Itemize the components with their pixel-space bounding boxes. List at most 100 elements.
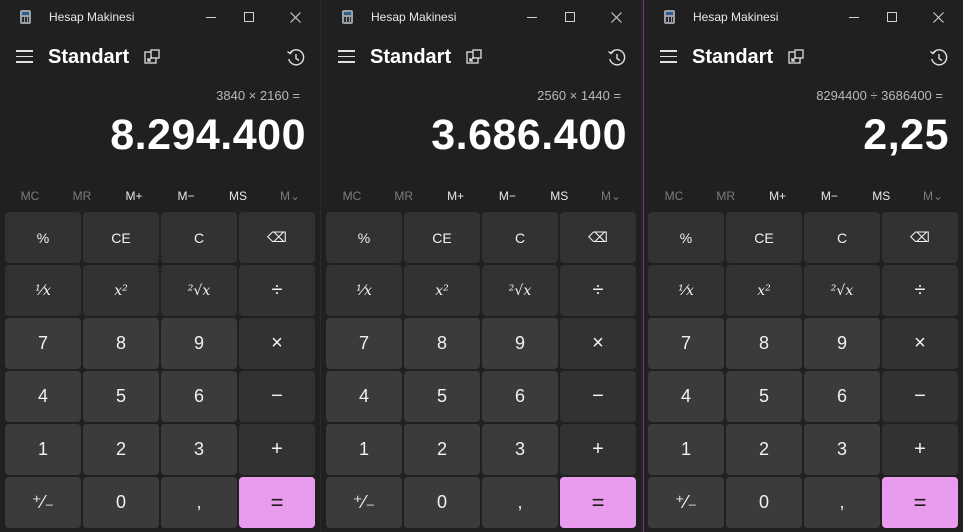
- digit-3-button[interactable]: 3: [161, 424, 237, 475]
- minimize-button[interactable]: [839, 4, 869, 30]
- backspace-button[interactable]: ⌫: [239, 212, 315, 263]
- hamburger-icon[interactable]: [338, 50, 355, 64]
- digit-4-button[interactable]: 4: [5, 371, 81, 422]
- hamburger-icon[interactable]: [660, 50, 677, 64]
- divide-button[interactable]: ÷: [239, 265, 315, 316]
- subtract-button[interactable]: −: [239, 371, 315, 422]
- digit-2-button[interactable]: 2: [83, 424, 159, 475]
- maximize-button[interactable]: [555, 4, 585, 30]
- digit-6-button[interactable]: 6: [482, 371, 558, 422]
- digit-8-button[interactable]: 8: [83, 318, 159, 369]
- digit-6-button[interactable]: 6: [161, 371, 237, 422]
- minimize-button[interactable]: [196, 4, 226, 30]
- reciprocal-button[interactable]: ¹⁄x: [648, 265, 724, 316]
- square-root-button[interactable]: ²√x: [482, 265, 558, 316]
- digit-6-button[interactable]: 6: [804, 371, 880, 422]
- digit-9-button[interactable]: 9: [482, 318, 558, 369]
- subtract-button[interactable]: −: [882, 371, 958, 422]
- add-button[interactable]: +: [560, 424, 636, 475]
- digit-5-button[interactable]: 5: [726, 371, 802, 422]
- backspace-button[interactable]: ⌫: [560, 212, 636, 263]
- equals-button[interactable]: =: [882, 477, 958, 528]
- digit-7-button[interactable]: 7: [5, 318, 81, 369]
- percent-button[interactable]: %: [326, 212, 402, 263]
- memory-button[interactable]: M+: [447, 189, 465, 203]
- memory-button[interactable]: M+: [769, 189, 787, 203]
- digit-8-button[interactable]: 8: [404, 318, 480, 369]
- decimal-button[interactable]: ,: [482, 477, 558, 528]
- memory-button[interactable]: MC: [342, 189, 362, 203]
- clear-entry-button[interactable]: CE: [726, 212, 802, 263]
- digit-9-button[interactable]: 9: [161, 318, 237, 369]
- reciprocal-button[interactable]: ¹⁄x: [326, 265, 402, 316]
- backspace-button[interactable]: ⌫: [882, 212, 958, 263]
- digit-7-button[interactable]: 7: [648, 318, 724, 369]
- decimal-button[interactable]: ,: [161, 477, 237, 528]
- multiply-button[interactable]: ×: [882, 318, 958, 369]
- negate-button[interactable]: ⁺⁄₋: [648, 477, 724, 528]
- close-button[interactable]: [280, 4, 310, 30]
- digit-1-button[interactable]: 1: [648, 424, 724, 475]
- square-button[interactable]: x²: [404, 265, 480, 316]
- equals-button[interactable]: =: [239, 477, 315, 528]
- keep-on-top-icon[interactable]: [787, 48, 805, 66]
- history-icon[interactable]: [929, 48, 949, 68]
- square-button[interactable]: x²: [726, 265, 802, 316]
- multiply-button[interactable]: ×: [239, 318, 315, 369]
- digit-9-button[interactable]: 9: [804, 318, 880, 369]
- digit-4-button[interactable]: 4: [326, 371, 402, 422]
- memory-button[interactable]: M−: [498, 189, 516, 203]
- square-root-button[interactable]: ²√x: [161, 265, 237, 316]
- digit-3-button[interactable]: 3: [482, 424, 558, 475]
- subtract-button[interactable]: −: [560, 371, 636, 422]
- maximize-button[interactable]: [877, 4, 907, 30]
- memory-button[interactable]: MS: [872, 189, 891, 203]
- keep-on-top-icon[interactable]: [143, 48, 161, 66]
- memory-button[interactable]: M⌄: [279, 189, 301, 203]
- negate-button[interactable]: ⁺⁄₋: [326, 477, 402, 528]
- square-root-button[interactable]: ²√x: [804, 265, 880, 316]
- add-button[interactable]: +: [882, 424, 958, 475]
- hamburger-icon[interactable]: [16, 50, 33, 64]
- keep-on-top-icon[interactable]: [465, 48, 483, 66]
- memory-button[interactable]: MC: [20, 189, 40, 203]
- memory-button[interactable]: M−: [177, 189, 195, 203]
- digit-2-button[interactable]: 2: [726, 424, 802, 475]
- digit-0-button[interactable]: 0: [404, 477, 480, 528]
- clear-button[interactable]: C: [482, 212, 558, 263]
- title-bar[interactable]: Hesap Makinesi: [322, 0, 641, 34]
- memory-button[interactable]: M⌄: [923, 189, 944, 203]
- digit-1-button[interactable]: 1: [5, 424, 81, 475]
- close-button[interactable]: [923, 4, 953, 30]
- digit-0-button[interactable]: 0: [726, 477, 802, 528]
- clear-button[interactable]: C: [804, 212, 880, 263]
- clear-entry-button[interactable]: CE: [404, 212, 480, 263]
- memory-button[interactable]: MS: [550, 189, 569, 203]
- history-icon[interactable]: [607, 48, 627, 68]
- clear-entry-button[interactable]: CE: [83, 212, 159, 263]
- maximize-button[interactable]: [234, 4, 264, 30]
- divide-button[interactable]: ÷: [882, 265, 958, 316]
- memory-button[interactable]: MC: [664, 189, 684, 203]
- memory-button[interactable]: MR: [394, 189, 414, 203]
- minimize-button[interactable]: [517, 4, 547, 30]
- history-icon[interactable]: [286, 48, 306, 68]
- memory-button[interactable]: MR: [72, 189, 92, 203]
- square-button[interactable]: x²: [83, 265, 159, 316]
- digit-2-button[interactable]: 2: [404, 424, 480, 475]
- memory-button[interactable]: M⌄: [601, 189, 622, 203]
- percent-button[interactable]: %: [648, 212, 724, 263]
- memory-button[interactable]: MR: [716, 189, 736, 203]
- reciprocal-button[interactable]: ¹⁄x: [5, 265, 81, 316]
- decimal-button[interactable]: ,: [804, 477, 880, 528]
- digit-1-button[interactable]: 1: [326, 424, 402, 475]
- digit-7-button[interactable]: 7: [326, 318, 402, 369]
- add-button[interactable]: +: [239, 424, 315, 475]
- digit-5-button[interactable]: 5: [83, 371, 159, 422]
- memory-button[interactable]: M+: [125, 189, 143, 203]
- memory-button[interactable]: MS: [229, 189, 247, 203]
- title-bar[interactable]: Hesap Makinesi: [0, 0, 320, 34]
- percent-button[interactable]: %: [5, 212, 81, 263]
- negate-button[interactable]: ⁺⁄₋: [5, 477, 81, 528]
- digit-4-button[interactable]: 4: [648, 371, 724, 422]
